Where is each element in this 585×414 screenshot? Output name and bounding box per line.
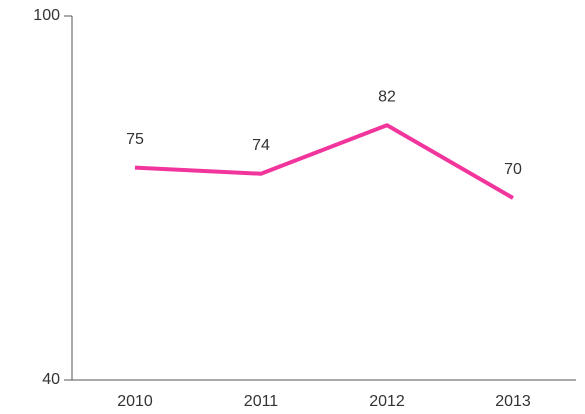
data-label: 75 [126,131,144,148]
x-tick-label: 2012 [369,393,405,410]
data-label: 74 [252,137,270,154]
line [134,123,515,200]
x-tick-label: 2010 [117,393,153,410]
y-tick-label: 40 [42,371,60,388]
x-tick-label: 2011 [244,393,279,410]
data-label: 82 [378,88,396,105]
data-label: 70 [504,161,522,178]
y-tick-label: 100 [33,7,60,24]
x-tick-label: 2013 [495,393,531,410]
